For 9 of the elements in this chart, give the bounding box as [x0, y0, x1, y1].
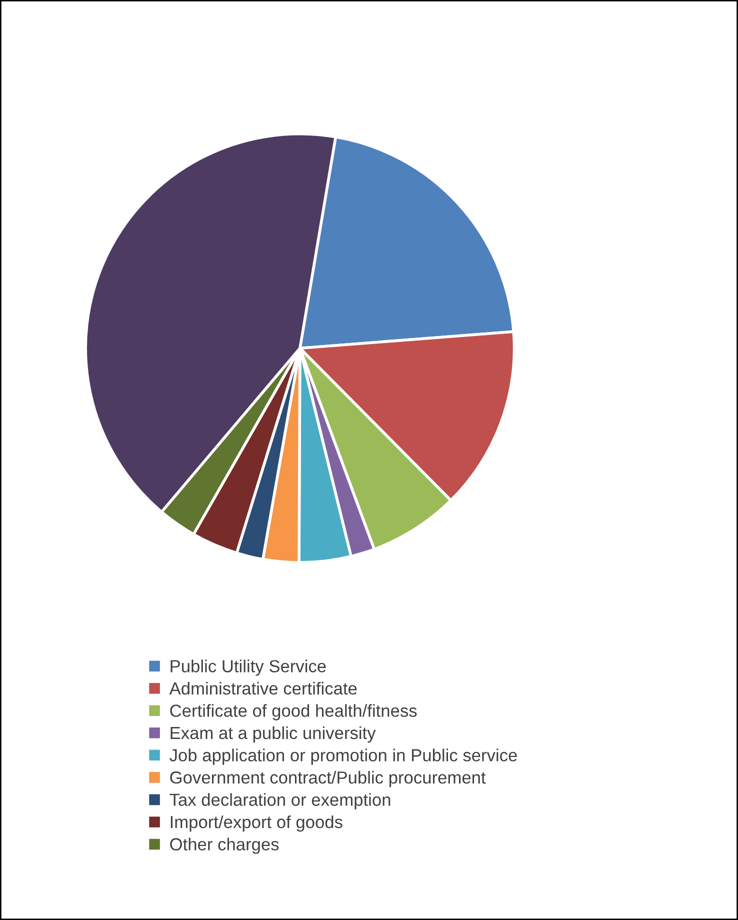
- legend-label: Public Utility Service: [170, 660, 326, 676]
- legend-label: Government contract/Public procurement: [170, 770, 486, 788]
- legend-label: Import/export of goods: [170, 815, 342, 832]
- legend-label: Exam at a public university: [170, 726, 376, 743]
- legend-label: Job application or promotion in Public service: [170, 748, 517, 765]
- legend-label: Other charges: [170, 838, 279, 854]
- legend-label: Certificate of good health/fitness: [170, 704, 417, 720]
- legend-label: Tax declaration or exemption: [170, 793, 390, 810]
- legend-label: Administrative certificate: [169, 682, 357, 695]
